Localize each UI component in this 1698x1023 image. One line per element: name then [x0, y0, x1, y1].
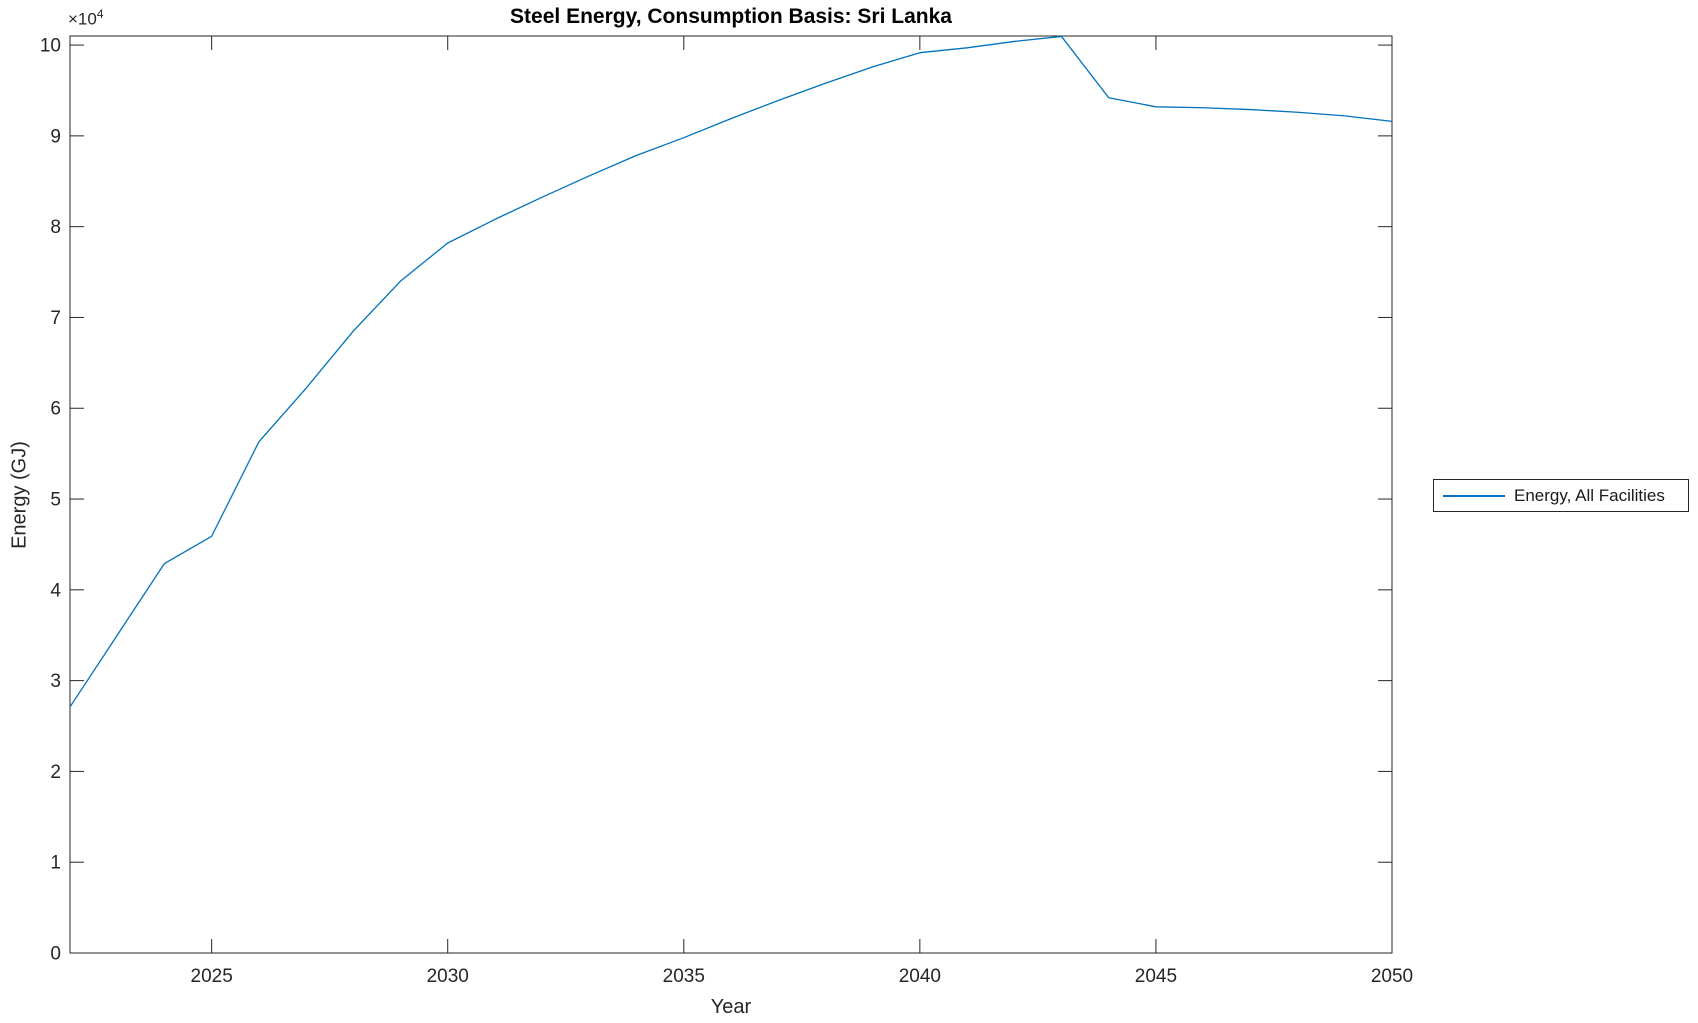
legend-entry-label: Energy, All Facilities [1514, 485, 1665, 505]
y-tick-label: 2 [50, 762, 61, 783]
y-tick-label: 10 [40, 36, 61, 57]
y-axis-label: Energy (GJ) [8, 441, 31, 549]
y-axis-multiplier-base: ×10 [68, 9, 97, 29]
legend-line-sample [1443, 494, 1505, 497]
y-tick-label: 0 [50, 944, 61, 965]
y-tick-label: 7 [50, 308, 61, 329]
axis-box [69, 35, 1393, 954]
y-tick-label: 3 [50, 671, 61, 692]
y-tick-label: 8 [50, 217, 61, 238]
y-tick-label: 9 [50, 126, 61, 147]
legend: Energy, All Facilities [1433, 479, 1689, 512]
y-tick-label: 1 [50, 853, 61, 874]
y-axis-multiplier: ×104 [68, 7, 104, 30]
x-tick-label: 2030 [427, 966, 469, 987]
x-tick-label: 2035 [663, 966, 705, 987]
x-tick-label: 2050 [1371, 966, 1413, 987]
y-axis-multiplier-exponent: 4 [96, 7, 104, 21]
y-tick-label: 6 [50, 399, 61, 420]
x-tick-label: 2040 [899, 966, 941, 987]
x-tick-label: 2025 [191, 966, 233, 987]
x-axis-label: Year [710, 996, 752, 1018]
y-tick-label: 5 [50, 490, 61, 511]
chart-title: Steel Energy, Consumption Basis: Sri Lan… [510, 5, 952, 28]
y-tick-label: 4 [50, 580, 61, 601]
x-tick-label: 2045 [1135, 966, 1177, 987]
data-line [69, 35, 1393, 708]
